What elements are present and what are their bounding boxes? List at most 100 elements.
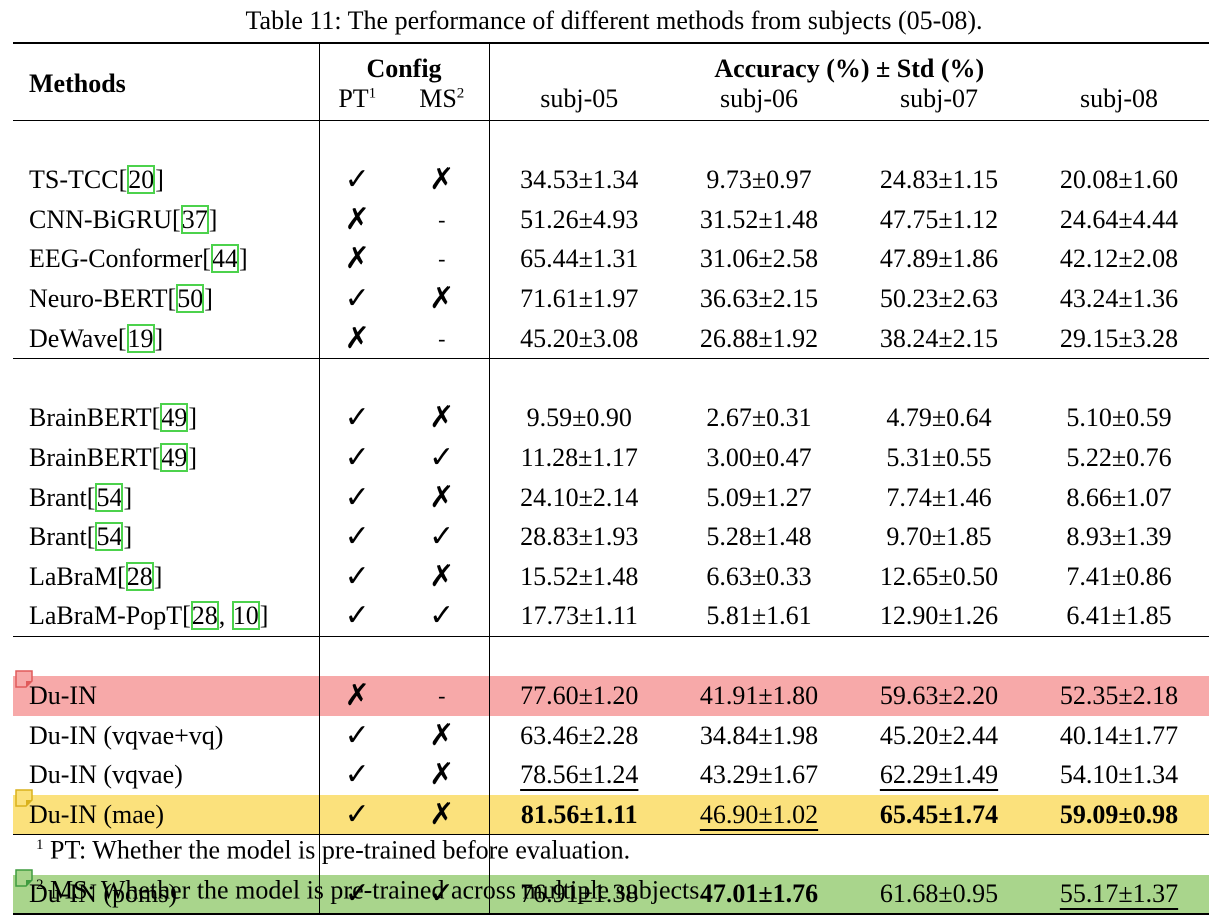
pt-mark: ✓ [344,599,370,633]
header-methods: Methods [13,42,320,121]
ms-mark: ✗ [395,715,490,756]
ms-mark: ✓ [395,517,490,558]
accuracy-cell: 52.35±2.18 [1029,676,1210,716]
citation-link[interactable]: 49 [160,442,189,472]
pt-mark: ✗ [319,676,395,716]
method-name: LaBraM-PopT [29,601,183,631]
table-row: Du-IN (vqvae) ✓ ✗ 78.56±1.24 43.29±1.67 62.29… [13,755,1209,796]
table-row: BrainBERT[49] ✓ ✓ 11.28±1.17 3.00±0.47 5.31±0… [13,438,1209,478]
accuracy-cell: 65.45±1.74 [849,795,1029,835]
ms-mark: ✗ [395,557,490,597]
table-caption: Table 11: The performance of different m… [245,6,983,35]
comment-flag-icon[interactable] [15,868,33,887]
header-ms: MS2 [395,84,490,121]
accuracy-value: 6.41±1.85 [1066,601,1172,631]
table-row: Du-IN ✗ -77.60±1.20 41.91±1.80 59.63±2.20 52.… [13,670,1210,716]
accuracy-cell: 43.29±1.67 [669,756,849,796]
ms-mark: ✗ [395,755,490,796]
accuracy-cell: 5.81±1.61 [669,597,849,637]
ms-mark: - [395,199,490,240]
accuracy-value: 7.41±0.86 [1066,561,1172,591]
citation-link[interactable]: 49 [160,403,189,433]
accuracy-cell: 59.09±0.98 [1029,795,1210,835]
pt-mark: ✓ [344,520,370,554]
accuracy-cell: 5.28±1.48 [669,517,849,557]
accuracy-value: 12.65±0.50 [879,561,999,591]
accuracy-cell: 38.24±2.15 [849,319,1029,359]
citation-link[interactable]: 54 [95,482,124,512]
accuracy-cell: 29.15±3.28 [1029,319,1209,359]
pt-mark: ✓ [344,401,370,435]
citation-link[interactable]: 20 [127,165,156,195]
accuracy-cell: 4.79±0.64 [849,398,1029,438]
header-subj-07: subj-07 [900,84,978,113]
accuracy-cell: 55.17±1.37 [1029,874,1210,915]
pt-mark: ✗ [344,202,370,236]
accuracy-value: 42.12±2.08 [1059,244,1179,274]
method-name: Du-IN (mae) [29,799,164,829]
ms-mark: ✗ [395,795,490,835]
pt-mark: ✓ [344,718,370,752]
accuracy-value: 8.93±1.39 [1066,522,1172,552]
accuracy-cell: 8.66±1.07 [1029,478,1209,518]
ms-mark: - [395,318,490,359]
method-cell: LaBraM[28] [13,557,320,597]
header-subj-08: subj-08 [1080,84,1158,113]
citation-link[interactable]: 44 [210,244,239,274]
accuracy-cell: 20.08±1.60 [1029,160,1209,200]
accuracy-cell: 11.28±1.17 [489,438,669,478]
header-accuracy: Accuracy (%) ± Std (%) [489,42,1210,84]
accuracy-value: 55.17±1.37 [1059,878,1179,908]
citation-link[interactable]: 28 [190,601,219,631]
accuracy-cell: 77.60±1.20 [489,676,669,716]
citation-link[interactable]: 10 [231,601,260,631]
header-pt: PT1 [338,84,377,113]
accuracy-value: 29.15±3.28 [1059,323,1179,353]
accuracy-cell: 6.63±0.33 [669,557,849,597]
pt-mark: ✓ [344,758,370,792]
accuracy-value: 24.10±2.14 [520,482,639,512]
accuracy-cell: 9.73±0.97 [669,160,849,200]
table-row: CNN-BiGRU[37] ✗ -51.26±4.93 31.52±1.48 47.75… [13,199,1209,240]
pt-mark: ✓ [344,480,370,514]
accuracy-cell: 31.06±2.58 [669,240,849,280]
table-row: Du-IN (mae) ✓ ✗ 81.56±1.11 46.90±1.02 65.45±1… [13,789,1210,835]
accuracy-value: 47.75±1.12 [879,204,999,234]
accuracy-value: 5.28±1.48 [706,522,812,552]
method-cell: Du-IN (vqvae+vq) [13,715,320,756]
accuracy-cell: 51.26±4.93 [489,200,669,240]
citation-link[interactable]: 28 [125,561,154,591]
citation-link[interactable]: 19 [126,323,155,353]
method-cell: TS-TCC[20] [13,160,320,200]
accuracy-value: 65.45±1.74 [879,799,999,829]
comment-flag-icon[interactable] [15,670,33,688]
method-name: Brant [29,522,87,552]
accuracy-cell: 24.10±2.14 [489,478,669,518]
table-row: DeWave[19] ✗ -45.20±3.08 26.88±1.92 38.24±2.… [13,318,1209,359]
citation-link[interactable]: 37 [180,204,209,234]
accuracy-value: 81.56±1.11 [520,799,638,829]
results-table-container: Methods Config Accuracy (%) ± Std (%) PT… [13,42,1210,915]
method-name: Du-IN (vqvae) [29,760,183,790]
footnote-2: 2 MS: Whether the model is pre-trained a… [36,875,706,905]
comment-flag-icon[interactable] [15,789,33,807]
accuracy-cell: 15.52±1.48 [489,557,669,597]
method-name: DeWave [29,323,118,353]
accuracy-cell: 43.24±1.36 [1029,279,1209,319]
accuracy-cell: 61.68±0.95 [849,874,1029,915]
header-config: Config [319,42,490,84]
accuracy-cell: 36.63±2.15 [669,279,849,319]
accuracy-value: 61.68±0.95 [879,878,999,908]
table-row: TS-TCC[20] ✓ ✗ 34.53±1.34 9.73±0.97 24.83±1.1… [13,160,1209,200]
citation-link[interactable]: 50 [176,284,205,314]
accuracy-cell: 28.83±1.93 [489,517,669,557]
accuracy-value: 59.09±0.98 [1059,799,1179,829]
table-row: EEG-Conformer[44] ✗ -65.44±1.31 31.06±2.58 4… [13,239,1209,280]
accuracy-value: 43.24±1.36 [1059,284,1179,314]
method-name: TS-TCC [29,165,119,195]
footnote-1: 1 PT: Whether the model is pre-trained b… [36,835,631,865]
accuracy-value: 77.60±1.20 [520,680,639,710]
citation-link[interactable]: 54 [95,522,124,552]
accuracy-cell: 26.88±1.92 [669,319,849,359]
method-cell: Du-IN (vqvae) [13,755,320,796]
